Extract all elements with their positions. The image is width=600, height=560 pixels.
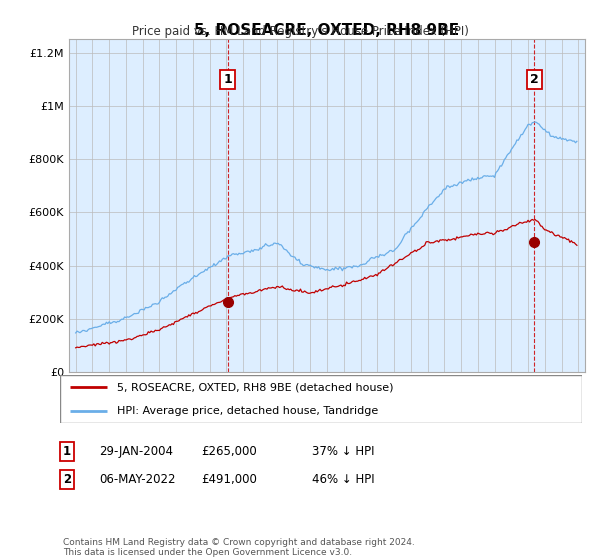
Text: £265,000: £265,000 bbox=[201, 445, 257, 459]
Text: 06-MAY-2022: 06-MAY-2022 bbox=[99, 473, 176, 487]
Text: 2: 2 bbox=[63, 473, 71, 487]
Text: 5, ROSEACRE, OXTED, RH8 9BE (detached house): 5, ROSEACRE, OXTED, RH8 9BE (detached ho… bbox=[118, 382, 394, 392]
Text: 29-JAN-2004: 29-JAN-2004 bbox=[99, 445, 173, 459]
Title: 5, ROSEACRE, OXTED, RH8 9BE: 5, ROSEACRE, OXTED, RH8 9BE bbox=[194, 23, 460, 38]
Text: 46% ↓ HPI: 46% ↓ HPI bbox=[312, 473, 374, 487]
Text: 1: 1 bbox=[223, 73, 232, 86]
Text: £491,000: £491,000 bbox=[201, 473, 257, 487]
Text: 37% ↓ HPI: 37% ↓ HPI bbox=[312, 445, 374, 459]
Text: Price paid vs. HM Land Registry's House Price Index (HPI): Price paid vs. HM Land Registry's House … bbox=[131, 25, 469, 38]
Text: HPI: Average price, detached house, Tandridge: HPI: Average price, detached house, Tand… bbox=[118, 406, 379, 416]
Text: Contains HM Land Registry data © Crown copyright and database right 2024.
This d: Contains HM Land Registry data © Crown c… bbox=[63, 538, 415, 557]
Text: 2: 2 bbox=[530, 73, 539, 86]
Text: 1: 1 bbox=[63, 445, 71, 459]
